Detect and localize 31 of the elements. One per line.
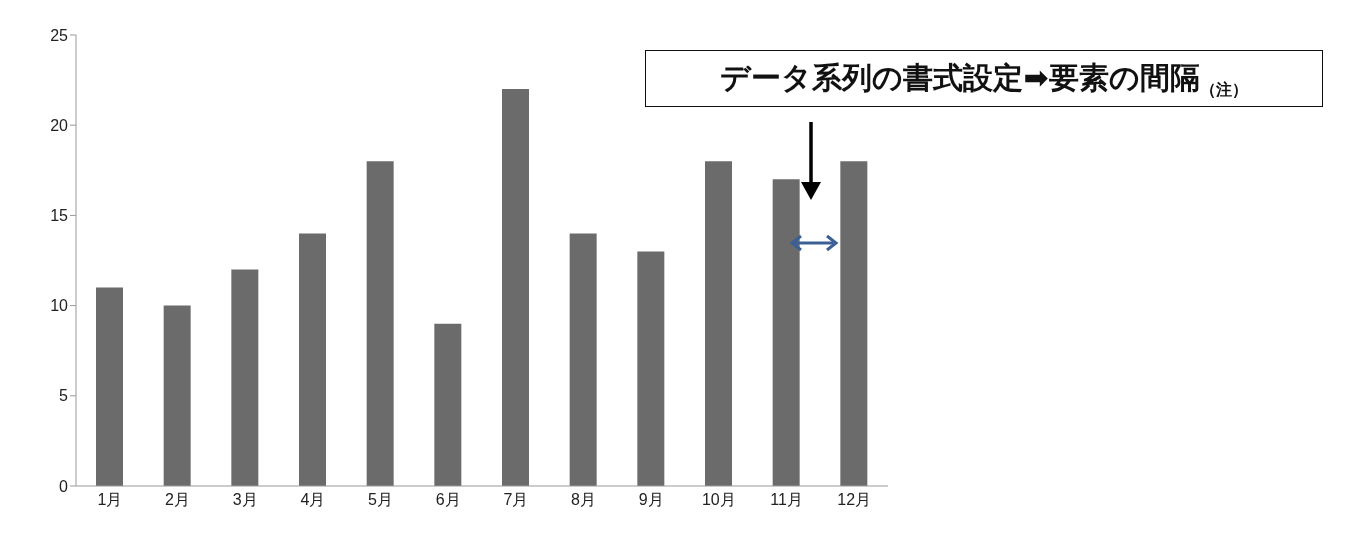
- y-tick-label: 15: [50, 207, 69, 225]
- x-tick-label: 4月: [300, 491, 326, 509]
- bar: [502, 89, 529, 486]
- y-tick-label: 5: [59, 387, 69, 405]
- bar: [299, 233, 326, 486]
- y-tick-label: 20: [50, 116, 69, 134]
- x-tick-label: 3月: [232, 491, 258, 509]
- bar: [705, 161, 732, 486]
- annotation: データ系列の書式設定➡要素の間隔$_{（注）}$: [720, 59, 1248, 100]
- y-tick-label: 25: [50, 26, 69, 44]
- x-tick-label: 5月: [368, 491, 393, 509]
- x-tick-label: 1月: [97, 491, 123, 509]
- bar: [163, 305, 191, 486]
- x-tick-label: 9月: [638, 491, 664, 509]
- x-tick-label: 11月: [770, 491, 803, 509]
- x-tick-label: 6月: [435, 491, 461, 509]
- bar: [366, 161, 394, 486]
- x-tick-label: 12月: [837, 491, 872, 509]
- bar: [637, 251, 665, 486]
- y-tick-label: 0: [59, 477, 69, 495]
- bar: [840, 161, 868, 486]
- y-tick-label: 10: [50, 297, 69, 315]
- bar: [96, 287, 123, 486]
- x-tick-label: 2月: [165, 491, 190, 509]
- bar: [772, 179, 800, 486]
- x-tick-label: 10月: [701, 491, 736, 509]
- bar: [231, 269, 259, 486]
- bar: [434, 323, 462, 486]
- x-tick-label: 8月: [571, 491, 596, 509]
- bar: [569, 233, 597, 486]
- x-tick-label: 7月: [503, 491, 529, 509]
